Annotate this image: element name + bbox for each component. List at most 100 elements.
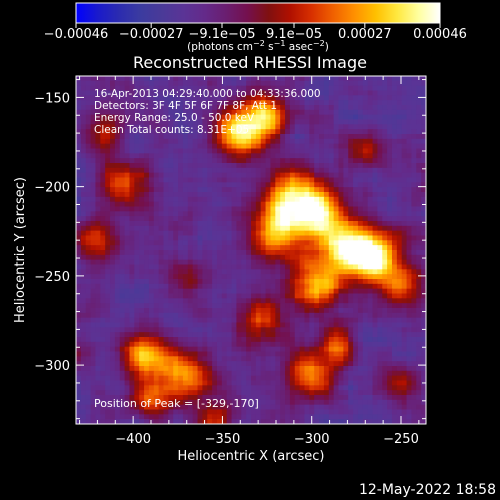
heatmap-pixel: [372, 119, 378, 125]
heatmap-pixel: [323, 85, 330, 92]
heatmap-pixel: [173, 370, 179, 377]
heatmap-pixel: [124, 182, 131, 188]
heatmap-pixel: [90, 211, 97, 217]
heatmap-pixel: [280, 298, 286, 304]
heatmap-pixel: [158, 109, 165, 116]
heatmap-pixel: [391, 216, 398, 222]
heatmap-pixel: [285, 129, 291, 135]
heatmap-pixel: [100, 361, 106, 367]
heatmap-pixel: [207, 293, 213, 299]
heatmap-pixel: [396, 216, 403, 222]
heatmap-pixel: [110, 80, 116, 87]
heatmap-pixel: [134, 390, 140, 396]
heatmap-pixel: [382, 109, 388, 116]
heatmap-pixel: [129, 404, 135, 411]
heatmap-pixel: [265, 158, 272, 164]
heatmap-pixel: [362, 167, 369, 174]
heatmap-pixel: [285, 332, 291, 338]
heatmap-pixel: [382, 327, 388, 333]
heatmap-pixel: [280, 134, 286, 140]
heatmap-pixel: [323, 235, 330, 241]
heatmap-pixel: [372, 85, 378, 92]
heatmap-pixel: [163, 206, 169, 212]
heatmap-pixel: [207, 322, 213, 328]
heatmap-pixel: [207, 85, 213, 92]
heatmap-pixel: [353, 109, 359, 116]
heatmap-pixel: [265, 172, 272, 179]
heatmap-pixel: [333, 346, 340, 353]
heatmap-pixel: [416, 346, 422, 353]
heatmap-pixel: [333, 404, 340, 411]
heatmap-pixel: [362, 211, 369, 217]
heatmap-pixel: [110, 216, 116, 222]
heatmap-pixel: [202, 138, 208, 145]
heatmap-pixel: [348, 317, 354, 324]
heatmap-pixel: [124, 167, 131, 174]
heatmap-pixel: [173, 138, 179, 145]
heatmap-pixel: [416, 240, 422, 246]
heatmap-pixel: [139, 259, 145, 266]
heatmap-pixel: [134, 167, 140, 174]
heatmap-pixel: [212, 80, 218, 87]
heatmap-pixel: [265, 279, 272, 285]
heatmap-pixel: [231, 250, 238, 256]
heatmap-pixel: [333, 105, 340, 111]
heatmap-pixel: [309, 206, 315, 212]
heatmap-pixel: [100, 366, 106, 372]
heatmap-pixel: [100, 317, 106, 324]
heatmap-pixel: [275, 404, 281, 411]
heatmap-pixel: [144, 196, 150, 203]
heatmap-pixel: [416, 163, 422, 169]
heatmap-pixel: [207, 153, 213, 159]
heatmap-pixel: [387, 211, 393, 217]
heatmap-pixel: [192, 85, 199, 92]
heatmap-pixel: [144, 293, 150, 299]
heatmap-pixel: [255, 201, 262, 208]
heatmap-pixel: [124, 201, 131, 208]
heatmap-pixel: [265, 206, 272, 212]
heatmap-pixel: [80, 235, 87, 241]
heatmap-pixel: [280, 283, 286, 290]
heatmap-pixel: [76, 192, 82, 198]
heatmap-pixel: [396, 351, 403, 357]
heatmap-pixel: [110, 201, 116, 208]
heatmap-pixel: [387, 293, 393, 299]
heatmap-pixel: [367, 395, 374, 401]
heatmap-pixel: [251, 235, 257, 241]
heatmap-pixel: [280, 80, 286, 87]
heatmap-pixel: [421, 109, 426, 116]
heatmap-pixel: [236, 399, 242, 406]
heatmap-pixel: [187, 235, 194, 241]
heatmap-pixel: [76, 288, 82, 295]
heatmap-pixel: [105, 109, 111, 116]
heatmap-pixel: [314, 341, 320, 348]
heatmap-pixel: [309, 158, 315, 164]
heatmap-pixel: [416, 399, 422, 406]
heatmap-pixel: [158, 370, 165, 377]
heatmap-pixel: [391, 235, 398, 241]
heatmap-pixel: [100, 134, 106, 140]
heatmap-pixel: [124, 327, 131, 333]
heatmap-pixel: [391, 211, 398, 217]
heatmap-pixel: [401, 76, 408, 82]
heatmap-pixel: [309, 279, 315, 285]
heatmap-pixel: [95, 409, 101, 415]
heatmap-pixel: [421, 385, 426, 391]
heatmap-pixel: [353, 404, 359, 411]
heatmap-pixel: [319, 211, 325, 217]
heatmap-pixel: [401, 230, 408, 237]
heatmap-pixel: [119, 225, 126, 232]
heatmap-pixel: [173, 85, 179, 92]
heatmap-pixel: [95, 279, 101, 285]
heatmap-pixel: [333, 129, 340, 135]
heatmap-pixel: [119, 221, 126, 227]
heatmap-pixel: [328, 138, 335, 145]
heatmap-pixel: [100, 293, 106, 299]
heatmap-pixel: [348, 390, 354, 396]
heatmap-pixel: [357, 264, 364, 270]
heatmap-pixel: [105, 225, 111, 232]
heatmap-pixel: [338, 341, 344, 348]
heatmap-pixel: [212, 298, 218, 304]
heatmap-pixel: [236, 390, 242, 396]
heatmap-pixel: [265, 375, 272, 382]
